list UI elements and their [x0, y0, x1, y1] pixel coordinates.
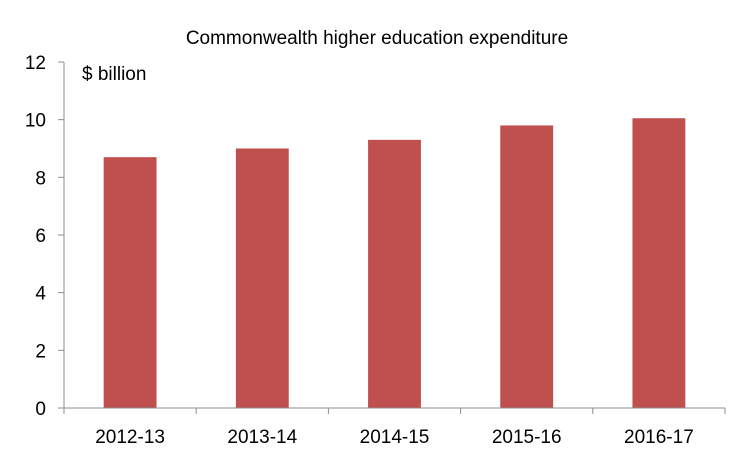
x-axis: 2012-13 2013-14 2014-15 2015-16 2016-17: [63, 407, 726, 448]
y-unit-label: $ billion: [82, 64, 146, 85]
y-axis: 0 2 4 6 8 10 12: [25, 53, 65, 420]
y-tick-label: 6: [35, 226, 46, 247]
y-tick-label: 10: [25, 111, 46, 132]
x-tick-label: 2014-15: [360, 427, 430, 448]
x-tick-label: 2013-14: [227, 427, 297, 448]
bars: [103, 118, 686, 408]
y-tick-label: 12: [25, 53, 46, 74]
x-tick-label: 2016-17: [624, 427, 694, 448]
y-tick-label: 8: [35, 168, 46, 189]
y-tick-label: 2: [35, 341, 46, 362]
bar-2012-13: [103, 157, 157, 408]
bar-2016-17: [632, 118, 686, 408]
y-tick-label: 0: [35, 399, 46, 420]
bar-2015-16: [500, 125, 554, 408]
bar-2014-15: [368, 139, 421, 408]
chart-title: Commonwealth higher education expenditur…: [186, 28, 568, 49]
x-tick-label: 2015-16: [492, 427, 562, 448]
y-tick-label: 4: [35, 284, 46, 305]
bar-2013-14: [235, 148, 289, 408]
x-tick-label: 2012-13: [95, 427, 165, 448]
